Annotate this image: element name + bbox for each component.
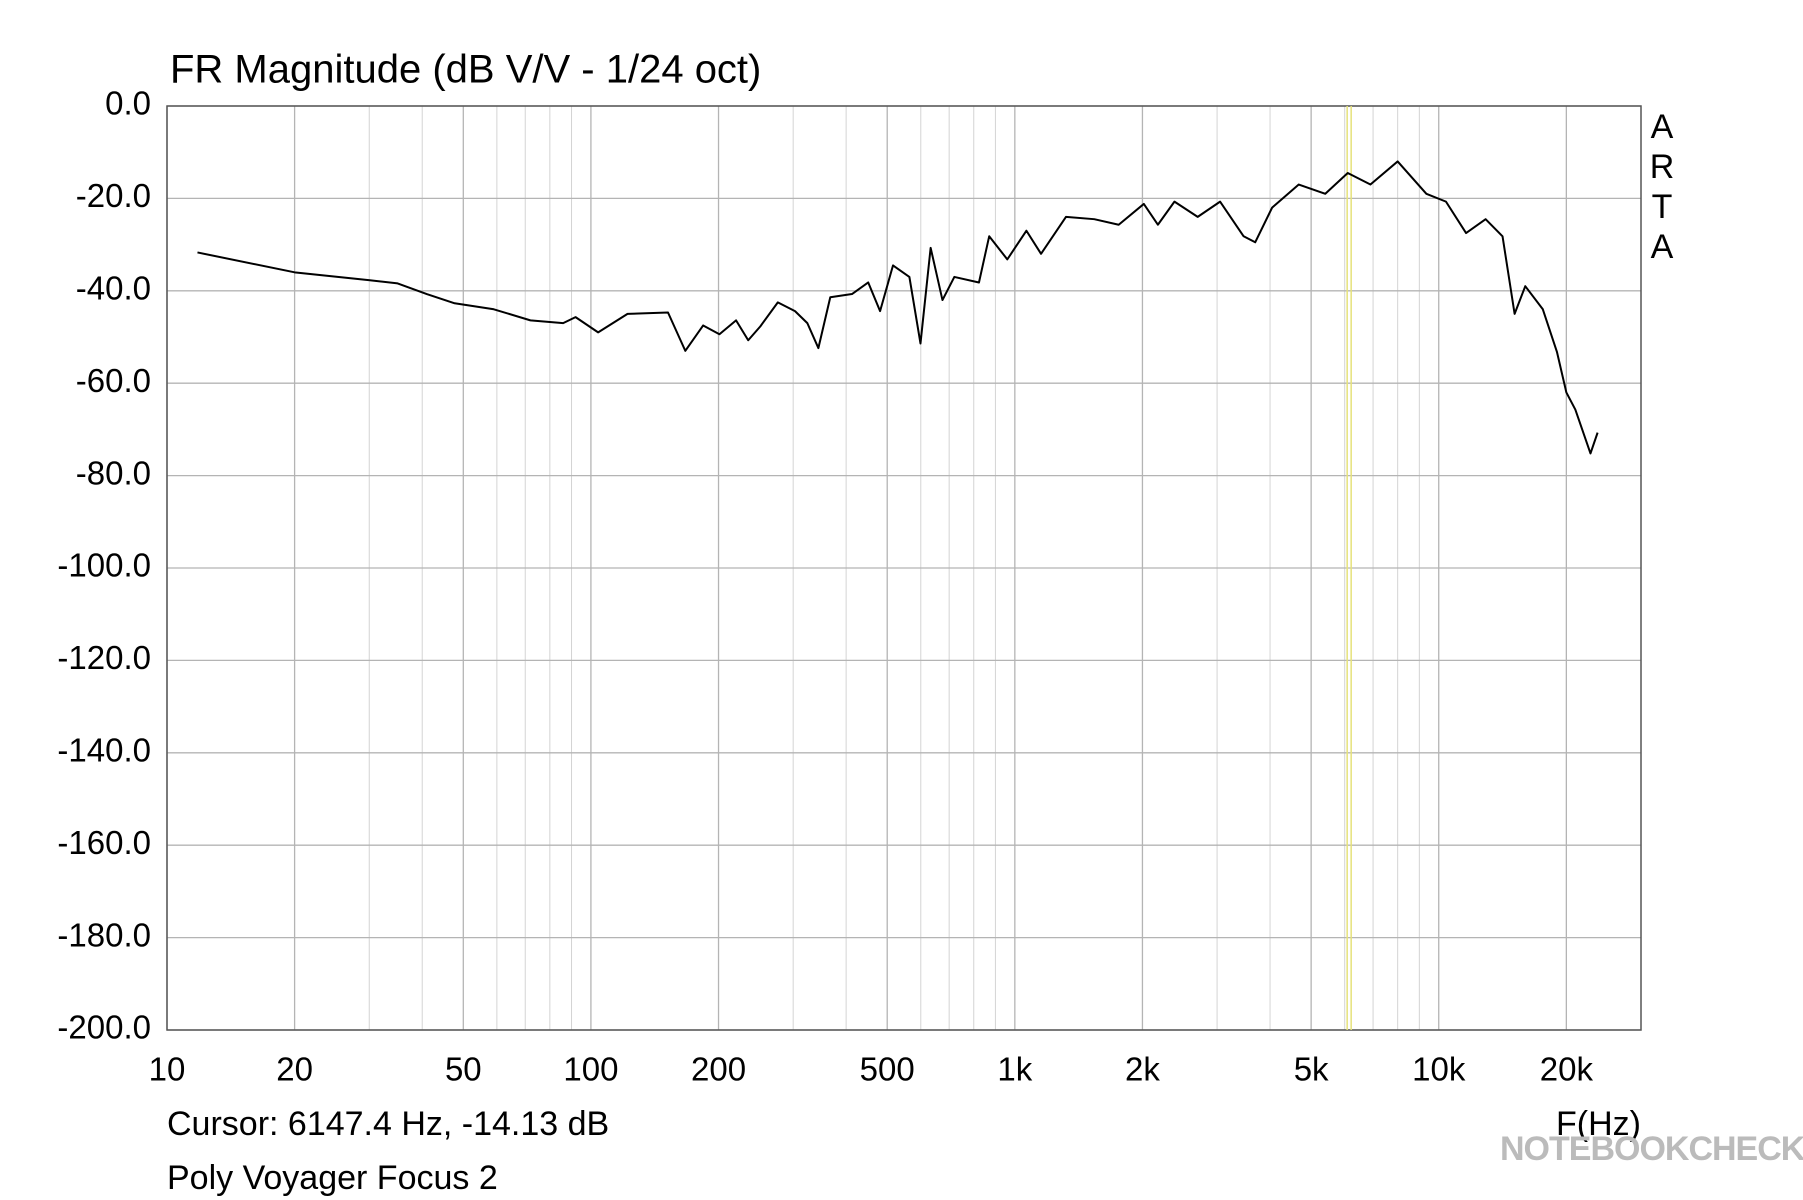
y-tick-label: -60.0: [76, 362, 151, 399]
cursor-readout: Cursor: 6147.4 Hz, -14.13 dB: [167, 1105, 609, 1143]
x-tick-label: 20: [276, 1051, 313, 1088]
fr-line: [197, 160, 1599, 455]
x-tick-label: 10: [149, 1051, 186, 1088]
x-tick-label: 20k: [1540, 1051, 1594, 1088]
x-tick-label: 1k: [997, 1051, 1032, 1088]
x-tick-label: 500: [860, 1051, 915, 1088]
chart-title: FR Magnitude (dB V/V - 1/24 oct): [170, 48, 761, 92]
y-tick-label: -140.0: [57, 732, 151, 769]
x-tick-label: 200: [691, 1051, 746, 1088]
y-tick-label: -120.0: [57, 639, 151, 676]
x-axis-label: F(Hz): [1556, 1105, 1641, 1143]
y-tick-label: 0.0: [105, 85, 151, 122]
y-tick-label: -180.0: [57, 916, 151, 953]
x-tick-label: 10k: [1412, 1051, 1466, 1088]
y-tick-label: -20.0: [76, 177, 151, 214]
watermark-arta: ARTA: [1643, 108, 1681, 268]
x-tick-label: 2k: [1125, 1051, 1160, 1088]
x-tick-label: 100: [563, 1051, 618, 1088]
plot-frame: [166, 105, 1642, 1031]
y-tick-label: -100.0: [57, 547, 151, 584]
y-tick-label: -40.0: [76, 270, 151, 307]
x-tick-label: 50: [445, 1051, 482, 1088]
x-tick-label: 5k: [1294, 1051, 1329, 1088]
watermark-notebookcheck: NOTEBOOKCHECK: [1500, 1130, 1803, 1168]
y-tick-label: -160.0: [57, 824, 151, 861]
subtitle: Poly Voyager Focus 2: [167, 1159, 498, 1197]
y-tick-label: -80.0: [76, 454, 151, 491]
y-tick-label: -200.0: [57, 1009, 151, 1046]
